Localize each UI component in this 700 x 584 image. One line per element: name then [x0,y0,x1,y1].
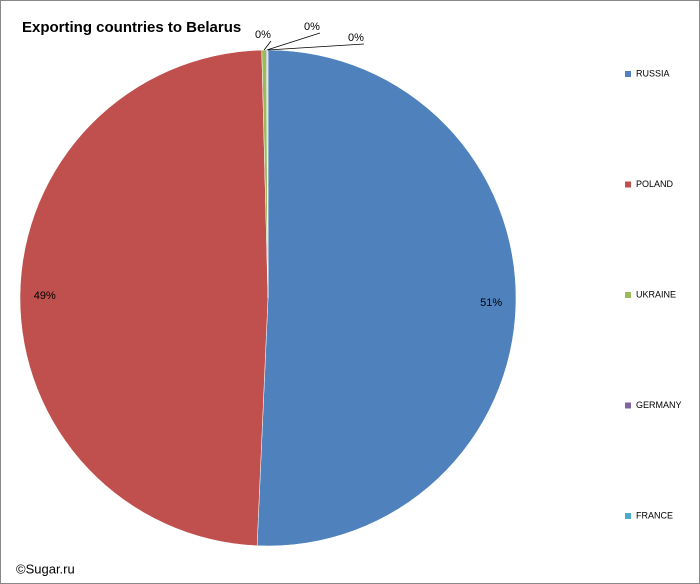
data-label: 49% [34,290,56,302]
leader-line [263,40,272,51]
legend-swatch [625,402,631,409]
legend-label: GERMANY [636,400,682,410]
legend-label: FRANCE [636,510,673,520]
data-label: 51% [480,297,502,309]
data-label: 0% [304,21,320,33]
legend-swatch [625,181,631,188]
legend-swatch [625,292,631,298]
data-label: 0% [348,32,364,44]
chart-title: Exporting countries to Belarus [22,19,241,36]
footer: ©Sugar.ru [16,561,75,576]
pie-slice [19,49,269,547]
legend-label: RUSSIA [636,68,670,78]
leader-line [267,43,365,51]
leader-line [266,32,321,51]
pie-slice [256,49,517,547]
data-label: 0% [255,29,271,41]
legend-label: UKRAINE [636,289,676,299]
legend-swatch [625,71,631,77]
legend-label: POLAND [636,179,674,189]
legend-swatch [625,513,631,519]
